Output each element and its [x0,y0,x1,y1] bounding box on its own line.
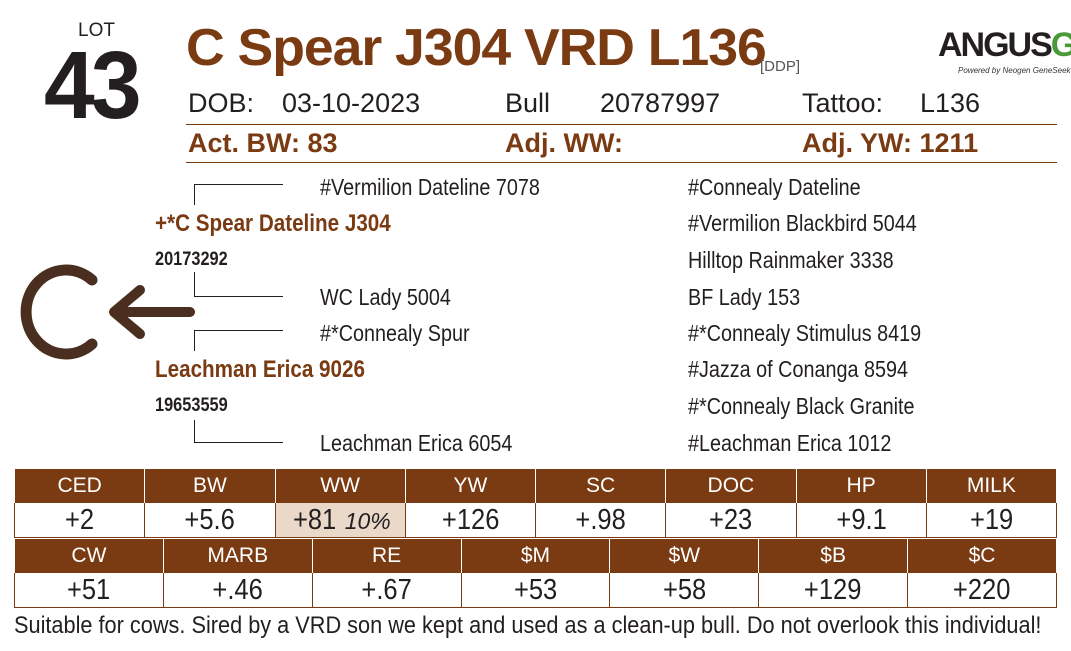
epd-header-row: CW MARB RE $M $W $B $C [14,538,1057,573]
epd-header: SC [534,468,667,503]
pedigree-ggp: #*Connealy Stimulus 8419 [688,320,922,346]
epd-header: $W [609,538,760,573]
pedigree-sire: +*C Spear Dateline J304 [155,210,391,237]
birth-weight: Act. BW: 83 [188,128,338,158]
epd-header: DOC [665,468,797,503]
pedigree-dam: Leachman Erica 9026 [155,356,365,383]
tattoo-label: Tattoo: [802,88,884,118]
epd-table-2: CW MARB RE $M $W $B $C +51 +.46 +.67 +53… [14,538,1057,608]
epd-value: +51 [14,572,164,608]
epd-header: CW [14,538,164,573]
angus-gs-logo: ANGUSGS [938,28,1071,62]
pedigree-ggp: #Connealy Dateline [688,174,861,200]
epd-value: +58 [609,572,760,608]
epd-value: +220 [907,572,1057,608]
tattoo-value: L136 [920,88,981,118]
pedigree-sire-reg: 20173292 [155,249,228,270]
epd-header: $C [907,538,1057,573]
pedigree-sire-dam: WC Lady 5004 [320,284,451,310]
epd-header: MILK [925,468,1058,503]
epd-header: YW [404,468,537,503]
logo-accent: GS [1050,26,1071,64]
pedigree-bracket-sire-top [194,184,283,205]
pedigree-dam-sire: #*Connealy Spur [320,320,470,346]
epd-value: +.67 [311,572,462,608]
weaning-weight: Adj. WW: [505,128,623,158]
lot-note: Suitable for cows. Sired by a VRD son we… [14,612,1042,639]
pedigree-ggp: #Vermilion Blackbird 5044 [688,210,917,236]
epd-value: +19 [925,502,1058,538]
ww-percentile: 10% [344,507,391,534]
epd-value: +129 [758,572,909,608]
registration-number: 20787997 [600,88,721,118]
epd-header: CED [13,468,146,503]
animal-name: C Spear J304 VRD L136 [186,19,767,77]
logo-subtitle: Powered by Neogen GeneSeek [958,66,1071,75]
dob-label: DOB: [188,88,255,118]
brand-c-arrow-icon [20,264,195,360]
pedigree-bracket-dam-bottom [194,420,283,443]
pedigree-sire-sire: #Vermilion Dateline 7078 [320,174,540,200]
epd-header: RE [311,538,462,573]
pedigree-bracket-sire-bottom [194,272,283,297]
epd-value-row: +2 +5.6 +81 10% +126 +.98 +23 +9.1 +19 [13,502,1058,538]
yearling-weight: Adj. YW: 1211 [802,128,979,158]
ddp-tag: [DDP] [760,58,801,75]
epd-value-ww-highlighted: +81 10% [274,502,406,538]
header-rule-bottom [186,162,1057,163]
epd-header: $M [460,538,611,573]
pedigree-ggp: #Leachman Erica 1012 [688,430,892,456]
epd-value: +53 [460,572,611,608]
epd-value-row: +51 +.46 +.67 +53 +58 +129 +220 [14,572,1057,608]
logo-main: ANGUS [938,26,1053,64]
epd-value: +9.1 [795,502,927,538]
epd-value: +126 [404,502,537,538]
lot-label: LOT [78,20,115,41]
epd-value: +.46 [162,572,313,608]
pedigree-dam-dam: Leachman Erica 6054 [320,430,513,456]
lot-number: 43 [44,32,142,139]
pedigree-bracket-dam-top [194,330,283,351]
sex-value: Bull [505,88,551,118]
header-rule-top [186,124,1057,125]
epd-header: WW [274,468,406,503]
epd-header: MARB [162,538,313,573]
epd-value: +2 [13,502,146,538]
dob-value: 03-10-2023 [282,88,421,118]
epd-header-row: CED BW WW YW SC DOC HP MILK [13,468,1058,503]
epd-value: +23 [665,502,797,538]
epd-value: +5.6 [144,502,276,538]
pedigree-ggp: Hilltop Rainmaker 3338 [688,247,894,273]
epd-table-1: CED BW WW YW SC DOC HP MILK +2 +5.6 +81 1… [13,468,1058,538]
pedigree-ggp: #Jazza of Conanga 8594 [688,356,908,382]
pedigree-ggp: BF Lady 153 [688,284,801,310]
epd-header: BW [144,468,276,503]
epd-header: $B [758,538,909,573]
pedigree-dam-reg: 19653559 [155,395,228,416]
epd-header: HP [795,468,927,503]
epd-value: +.98 [534,502,667,538]
pedigree-ggp: #*Connealy Black Granite [688,393,915,419]
